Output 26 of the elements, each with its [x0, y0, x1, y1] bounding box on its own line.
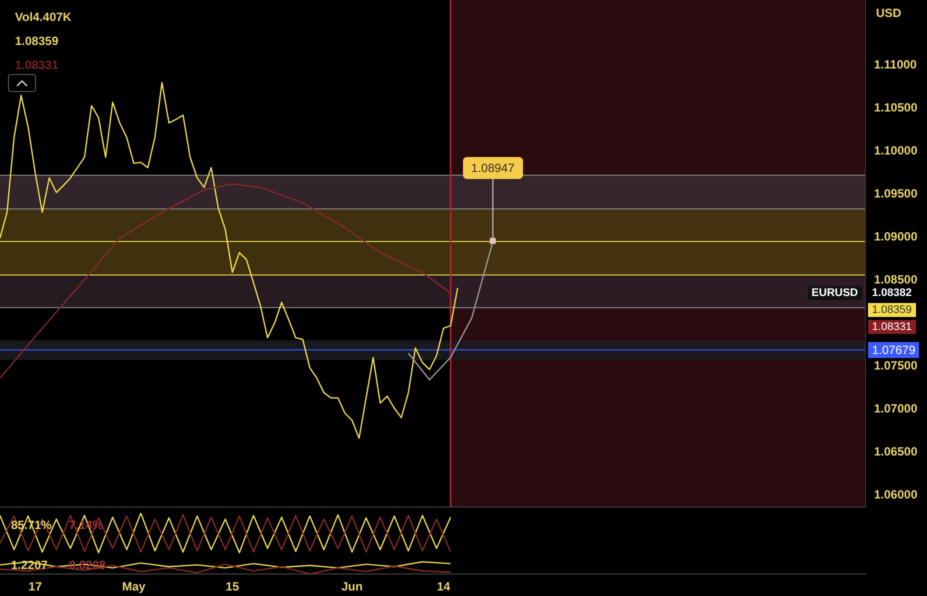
y-tick-label: 1.07000: [874, 401, 918, 416]
annotation: 1.08359: [14, 34, 60, 48]
line-series: [0, 183, 452, 379]
text: 1.08382: [868, 286, 916, 300]
y-tick-label: 1.09000: [874, 230, 918, 244]
y-tick-label: 1.11000: [874, 58, 918, 72]
x-tick-label: 14: [436, 580, 451, 594]
y-tick-label: 1.09500: [874, 186, 918, 201]
annotation: EURUSD: [808, 286, 862, 300]
y-tick-label: 1.10000: [874, 144, 918, 158]
annotation: 1.08947: [462, 157, 523, 179]
x-tick-label: 15: [226, 580, 240, 594]
x-tick-label: Jun: [341, 580, 363, 594]
x-tick-label: May: [122, 580, 146, 594]
text: 1.08331: [868, 320, 916, 334]
ref-line-label: 1.07679: [868, 342, 920, 358]
y-tick-label: 1.10500: [874, 100, 918, 115]
y-tick-label: 1.06000: [874, 487, 918, 502]
annotation: Vol4.407K: [14, 10, 72, 24]
y-tick-label: 1.08500: [874, 272, 918, 287]
x-tick-label: 17: [28, 580, 42, 594]
annotation: 1.08331: [14, 58, 60, 72]
y-tick-label: 1.06500: [874, 444, 918, 458]
text: 1.08359: [868, 303, 916, 317]
y-axis-title: USD: [876, 6, 902, 20]
y-tick-label: 1.07500: [874, 358, 918, 372]
